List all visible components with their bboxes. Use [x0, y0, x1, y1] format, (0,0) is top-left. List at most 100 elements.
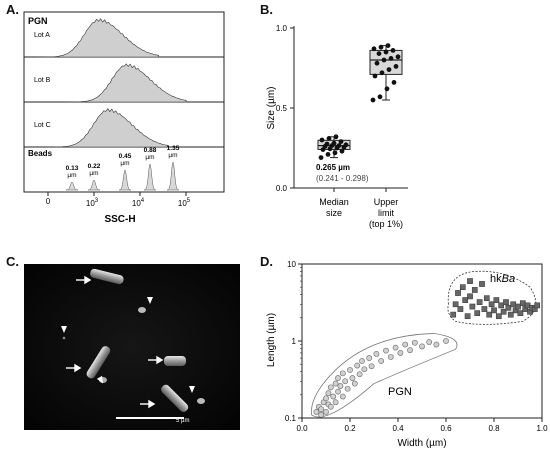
lot-c-label: Lot C — [34, 122, 51, 129]
upper-point — [388, 56, 394, 61]
pgn-fragment-1 — [138, 307, 146, 313]
upper-point — [377, 94, 383, 100]
pgn-point — [402, 341, 409, 348]
pgn-point — [327, 403, 334, 410]
panel-d-label: D. — [260, 254, 273, 269]
xcat-upper-3: (top 1%) — [369, 219, 403, 229]
pgn-point — [339, 370, 346, 377]
upper-point — [390, 48, 396, 53]
d-xtick-label: 1.0 — [536, 424, 548, 433]
ytick-label-1: 1.0 — [276, 24, 288, 33]
annot-value: 0.265 µm — [316, 163, 350, 172]
d-ytick-label: 1 — [292, 337, 297, 346]
upper-point — [383, 49, 389, 55]
median-point — [333, 134, 339, 140]
bead-peak-1 — [65, 181, 79, 191]
pgn-region-outline — [311, 333, 458, 418]
panel-b-boxplot: Size (µm) 0.0 0.5 1.0 0.265 µm (0.241 - … — [266, 24, 408, 229]
pgn-point — [407, 347, 413, 354]
hkba-point — [486, 311, 493, 318]
median-point — [332, 150, 338, 156]
arrowhead-1 — [147, 297, 153, 304]
pgn-point — [356, 371, 363, 378]
bead-peak-2 — [87, 179, 101, 191]
panel-c-label: C. — [6, 254, 19, 269]
hkba-point — [476, 299, 483, 305]
bead-unit-label-1: µm — [67, 172, 76, 179]
median-point — [331, 140, 337, 146]
hkba-point — [515, 303, 521, 310]
arrowhead-3 — [96, 375, 103, 384]
pgn-point — [419, 343, 425, 350]
annot-range: (0.241 - 0.298) — [316, 174, 369, 183]
pgn-point — [426, 339, 433, 345]
pgn-point — [368, 363, 375, 370]
d-xtick-label: 0.2 — [344, 424, 356, 433]
panel-d-ylabel: Length (µm) — [266, 313, 277, 367]
d-xtick-label: 0.0 — [296, 424, 308, 433]
pgn-group-label: PGN — [28, 16, 48, 26]
upper-point — [395, 54, 401, 60]
median-point — [339, 148, 345, 154]
pgn-point — [342, 378, 349, 385]
median-point — [318, 155, 324, 161]
upper-point — [378, 44, 384, 50]
pgn-point — [387, 354, 394, 360]
beads-label: Beads — [28, 149, 53, 158]
pgn-fragment-3 — [197, 398, 205, 404]
median-point — [338, 139, 344, 145]
bacillus-4 — [161, 384, 189, 412]
upper-point — [374, 60, 380, 66]
pgn-point — [366, 355, 373, 361]
d-ytick-label: 10 — [287, 260, 296, 269]
pgn-point — [392, 344, 399, 351]
hkba-point — [503, 299, 509, 305]
tick-label-1e3: 103 — [86, 198, 99, 208]
hkba-point — [481, 306, 488, 312]
median-point — [324, 141, 330, 147]
bead-unit-label-3: µm — [120, 160, 129, 167]
panel-b-ylabel: Size (µm) — [266, 87, 277, 130]
xcat-median-2: size — [326, 208, 342, 218]
hkba-point — [488, 301, 495, 308]
hkba-point — [450, 311, 457, 318]
pgn-point — [347, 367, 353, 373]
bead-unit-label-2: µm — [89, 170, 98, 177]
hkba-point — [498, 302, 505, 309]
pgn-point — [335, 375, 341, 381]
lot-histogram-2 — [66, 63, 187, 103]
pgn-point — [332, 380, 339, 387]
pgn-fragment-4 — [62, 336, 66, 340]
pgn-point — [325, 390, 332, 397]
hkba-point — [457, 306, 464, 312]
pgn-point — [344, 385, 351, 392]
pgn-point — [349, 375, 356, 381]
pgn-point — [359, 358, 365, 364]
median-point — [343, 142, 349, 148]
hkba-point — [464, 313, 471, 320]
pgn-point — [330, 393, 337, 400]
pgn-point — [361, 366, 368, 373]
hkba-point — [452, 301, 459, 308]
median-point — [319, 137, 325, 143]
panel-d-xlabel: Width (µm) — [397, 438, 446, 449]
bacillus-2 — [86, 346, 111, 379]
bead-size-label-4: 0.88 — [144, 147, 157, 154]
pgn-point — [411, 339, 418, 346]
hkba-point — [471, 287, 478, 293]
hkba-point — [469, 303, 476, 310]
upper-point — [376, 51, 382, 56]
hkba-point — [479, 281, 485, 287]
panel-a-label: A. — [6, 2, 19, 17]
hkba-point — [505, 304, 512, 311]
sem-image: 5 µm — [24, 264, 240, 430]
xcat-upper-2: limit — [378, 208, 394, 218]
hkba-point — [507, 311, 514, 318]
bead-size-label-1: 0.13 — [66, 165, 79, 172]
ytick-label-0: 0.0 — [276, 184, 288, 193]
tick-label-1e5: 105 — [178, 198, 191, 208]
hkba-point — [519, 300, 526, 307]
pgn-point — [383, 347, 389, 354]
lot-histogram-1 — [38, 18, 159, 58]
panel-a-histograms: PGN Lot A Lot B Lot C Beads 0.13µm0.22µm… — [23, 11, 225, 225]
